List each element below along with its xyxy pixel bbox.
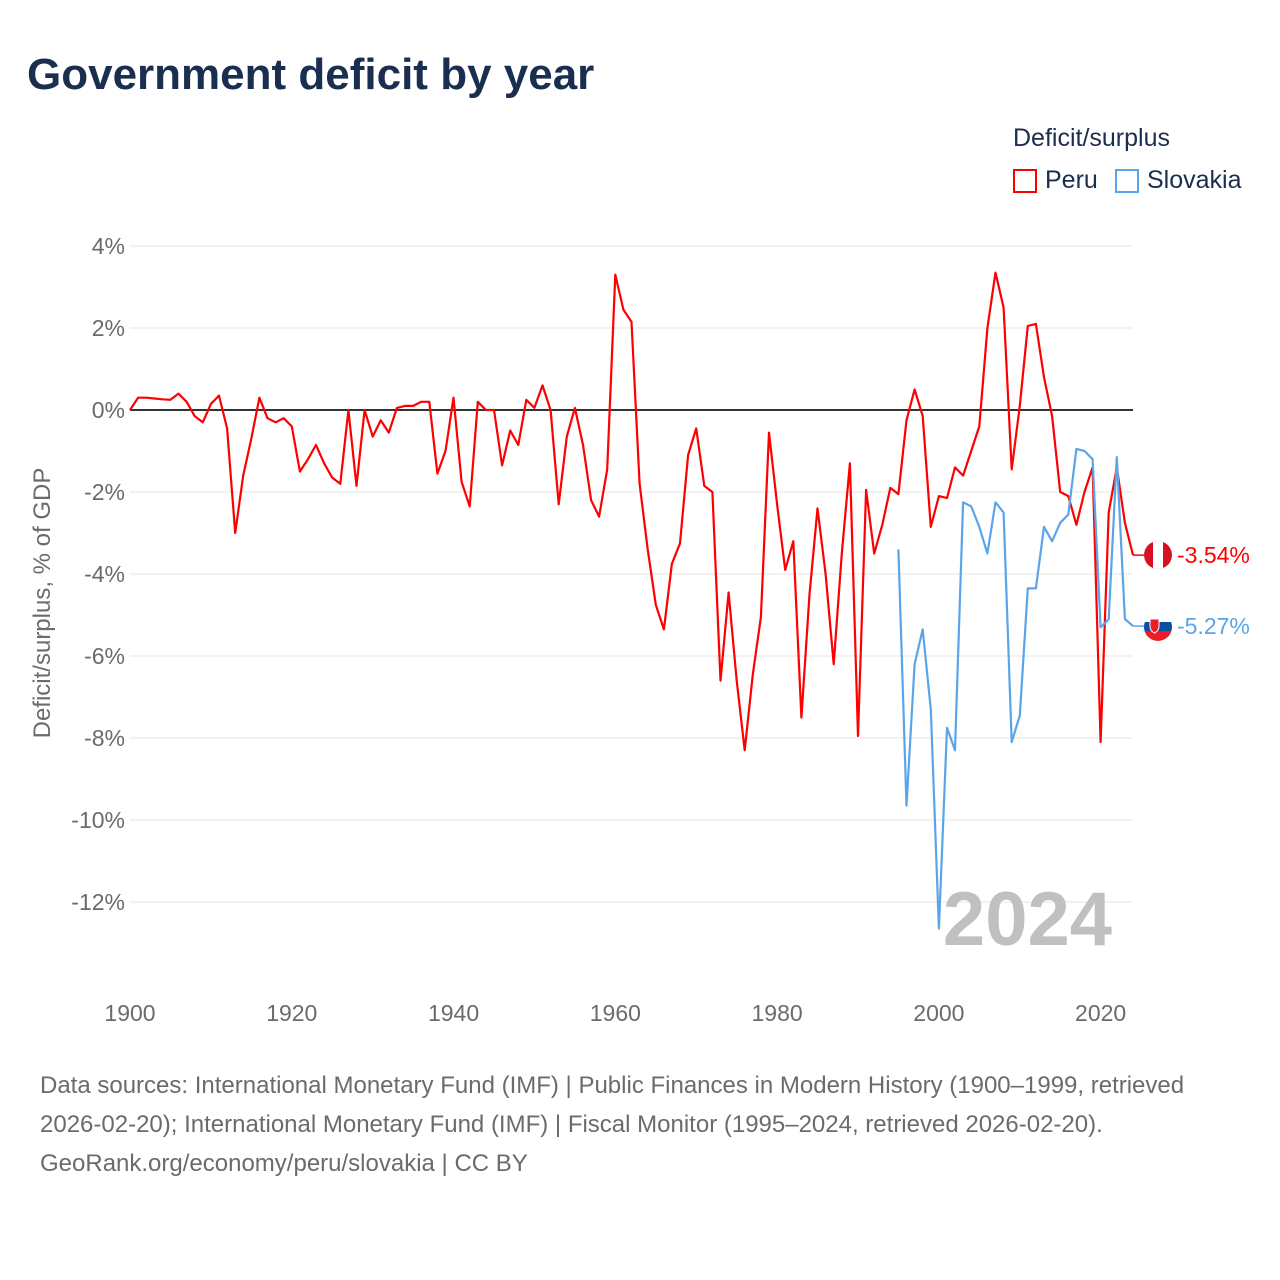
series-line-peru (129, 271, 1135, 752)
chart-title: Government deficit by year (27, 50, 595, 99)
legend-item-slovakia[interactable]: Slovakia (1115, 166, 1242, 195)
x-tick-label: 1980 (752, 1000, 803, 1026)
y-tick-label: -8% (84, 725, 125, 751)
y-tick-label: -10% (71, 807, 125, 833)
y-axis-label: Deficit/surplus, % of GDP (29, 468, 56, 739)
y-tick-label: -12% (71, 889, 125, 915)
footer: Data sources: International Monetary Fun… (40, 1066, 1240, 1183)
peru-flag-icon (1144, 541, 1172, 569)
legend-label-peru: Peru (1045, 166, 1098, 194)
data-sources: Data sources: International Monetary Fun… (40, 1072, 1185, 1138)
year-watermark: 2024 (943, 877, 1112, 962)
x-tick-label: 2000 (913, 1000, 964, 1026)
peru-end-label: -3.54% (1177, 542, 1250, 568)
y-tick-label: 0% (92, 397, 125, 423)
y-tick-label: 2% (92, 315, 125, 341)
credit-link[interactable]: GeoRank.org/economy/peru/slovakia | CC B… (40, 1150, 528, 1177)
slovakia-end-label: -5.27% (1177, 613, 1250, 639)
x-tick-label: 1940 (428, 1000, 479, 1026)
x-tick-label: 1960 (590, 1000, 641, 1026)
x-tick-label: 1920 (266, 1000, 317, 1026)
legend-title: Deficit/surplus (1013, 124, 1170, 152)
y-tick-label: -2% (84, 479, 125, 505)
legend-label-slovakia: Slovakia (1147, 166, 1242, 194)
chart-area: 4% 2% 0% -2% -4% -6% -8% -10% -12% 1900 1920 1940 19… (29, 233, 1250, 1026)
y-tick-label: 4% (92, 233, 125, 259)
x-tick-label: 2020 (1075, 1000, 1126, 1026)
y-tick-label: -6% (84, 643, 125, 669)
legend-swatch-peru (1013, 168, 1037, 193)
legend-item-peru[interactable]: Peru (1013, 166, 1098, 195)
series-line-slovakia (897, 447, 1134, 930)
y-tick-label: -4% (84, 561, 125, 587)
x-tick-label: 1900 (104, 1000, 155, 1026)
legend-swatch-slovakia (1115, 168, 1139, 193)
slovakia-flag-icon (1144, 613, 1172, 641)
